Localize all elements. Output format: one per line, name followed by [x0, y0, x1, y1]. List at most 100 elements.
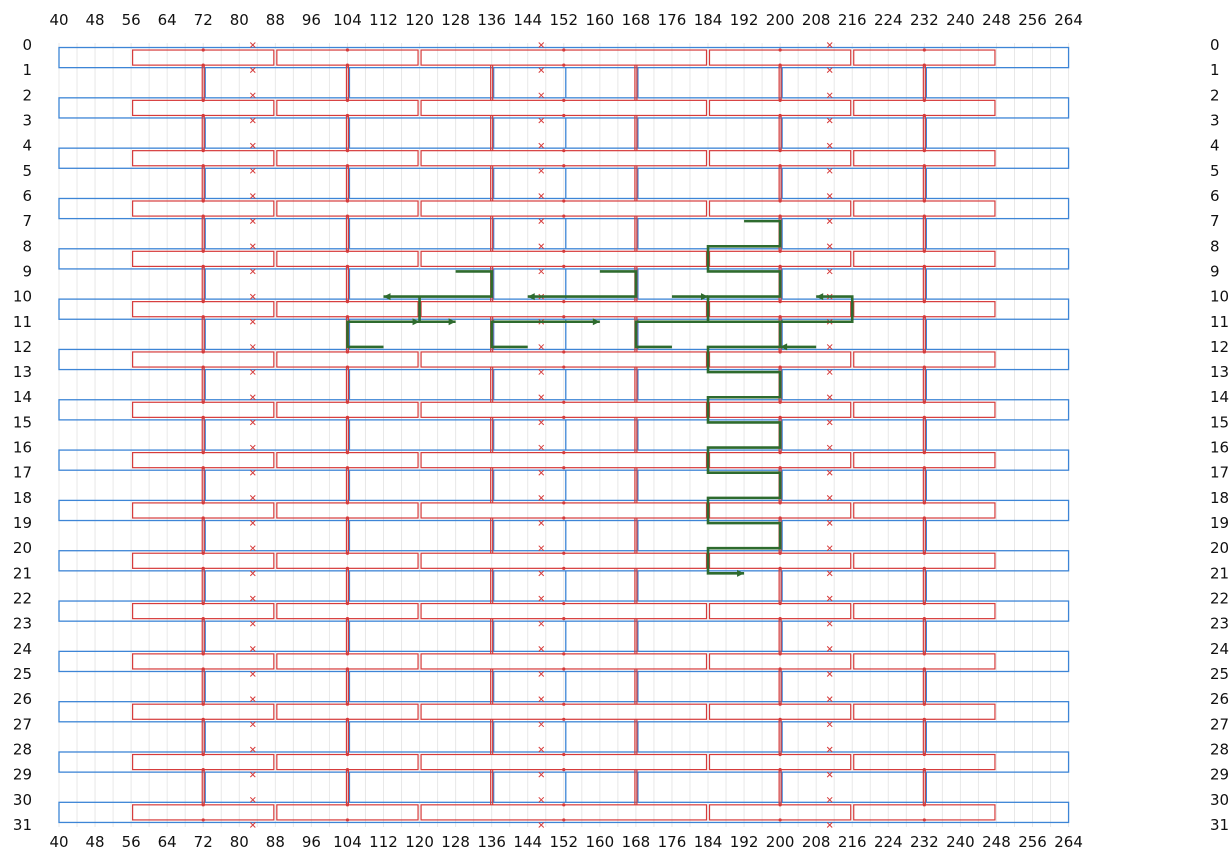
ring-marker	[201, 652, 205, 656]
x-tick-label-top: 136	[477, 11, 506, 29]
y-tick-label-left: 10	[13, 288, 32, 306]
x-tick-label-bottom: 120	[405, 833, 434, 851]
y-tick-label-left: 2	[22, 86, 32, 104]
ring-marker	[345, 98, 350, 102]
cross-marker	[249, 369, 256, 375]
x-tick-label-top: 256	[1018, 11, 1047, 29]
y-tick-label-right: 7	[1210, 212, 1220, 230]
cross-marker	[249, 42, 256, 48]
ring-marker	[345, 48, 350, 52]
y-tick-label-left: 11	[13, 313, 32, 331]
axis-labels-layer: 4040484856566464727280808888969610410411…	[13, 11, 1229, 851]
ring-marker	[201, 199, 205, 203]
ring-marker	[345, 300, 350, 304]
highlight-path	[346, 320, 420, 349]
path-arrowhead	[701, 293, 709, 301]
y-tick-label-right: 22	[1210, 590, 1229, 608]
cross-marker	[538, 620, 545, 627]
cross-marker	[538, 771, 545, 778]
highlight-path	[383, 270, 493, 298]
cross-marker	[538, 444, 545, 451]
ring-marker	[562, 818, 566, 822]
y-tick-label-right: 15	[1210, 413, 1229, 431]
ring-marker	[562, 601, 566, 606]
x-tick-label-top: 144	[513, 11, 542, 29]
cross-marker	[249, 92, 256, 99]
highlight-path-layer	[346, 219, 854, 577]
ring-marker	[778, 350, 782, 354]
cross-marker	[826, 344, 833, 350]
y-tick-label-left: 24	[13, 640, 32, 658]
y-tick-label-left: 6	[22, 187, 32, 205]
y-tick-label-right: 23	[1210, 615, 1229, 633]
ring-marker	[345, 702, 350, 706]
ring-marker	[922, 601, 926, 606]
y-tick-label-left: 29	[13, 766, 32, 784]
x-tick-label-bottom: 48	[86, 833, 105, 851]
outer-ring	[58, 248, 1070, 270]
cross-marker	[249, 620, 256, 627]
path-arrowhead	[527, 293, 535, 301]
ring-marker	[201, 752, 205, 757]
x-tick-label-top: 200	[766, 11, 795, 29]
cross-marker	[826, 268, 833, 275]
y-tick-label-right: 26	[1210, 690, 1229, 708]
x-tick-label-top: 168	[622, 11, 651, 29]
outer-rings-layer	[58, 46, 1070, 824]
cross-marker	[249, 117, 256, 124]
ring-marker	[922, 199, 926, 203]
path-arrowhead	[448, 318, 456, 326]
cross-marker	[538, 344, 545, 350]
cross-marker	[249, 167, 256, 174]
x-tick-label-top: 120	[405, 11, 434, 29]
ring-marker	[201, 400, 205, 404]
path-arrowhead	[412, 318, 420, 326]
path-arrowhead	[592, 318, 600, 326]
ring-marker	[201, 350, 205, 354]
x-tick-label-top: 160	[586, 11, 615, 29]
cross-marker	[538, 369, 545, 375]
cross-marker	[249, 796, 256, 803]
cross-marker	[249, 469, 256, 476]
cross-marker	[826, 42, 833, 48]
x-tick-label-top: 176	[658, 11, 687, 29]
y-tick-label-right: 10	[1210, 288, 1229, 306]
cross-marker	[538, 671, 545, 677]
ring-marker	[778, 98, 782, 102]
cross-marker	[538, 142, 545, 149]
y-tick-label-left: 14	[13, 388, 32, 406]
ring-marker	[345, 199, 350, 203]
cross-marker	[826, 92, 833, 99]
ring-marker	[201, 98, 205, 102]
cross-marker	[826, 444, 833, 451]
outer-ring	[58, 449, 1070, 471]
y-tick-label-left: 12	[13, 338, 32, 356]
ring-marker	[201, 702, 205, 706]
ring-marker	[562, 617, 566, 621]
cross-marker	[249, 268, 256, 275]
x-tick-label-bottom: 80	[230, 833, 249, 851]
y-tick-label-left: 30	[13, 791, 32, 809]
x-tick-label-bottom: 56	[122, 833, 141, 851]
ring-marker	[201, 803, 205, 807]
ring-marker	[201, 48, 205, 52]
ring-marker	[345, 803, 350, 807]
x-tick-label-bottom: 104	[333, 833, 362, 851]
ring-marker	[562, 199, 566, 203]
ring-marker	[345, 601, 350, 606]
outer-ring	[58, 499, 1070, 522]
ring-marker	[778, 803, 782, 807]
ring-marker	[562, 63, 566, 67]
y-tick-label-left: 25	[13, 665, 32, 683]
x-tick-label-bottom: 256	[1018, 833, 1047, 851]
cross-marker	[249, 771, 256, 778]
outer-ring	[58, 550, 1070, 572]
y-tick-label-right: 18	[1210, 489, 1229, 507]
x-tick-label-bottom: 224	[874, 833, 903, 851]
ring-marker	[922, 149, 926, 153]
x-tick-label-top: 248	[982, 11, 1011, 29]
cross-marker	[538, 117, 545, 124]
cross-marker	[538, 570, 545, 577]
y-tick-label-right: 31	[1210, 816, 1229, 834]
y-tick-label-left: 26	[13, 690, 32, 708]
